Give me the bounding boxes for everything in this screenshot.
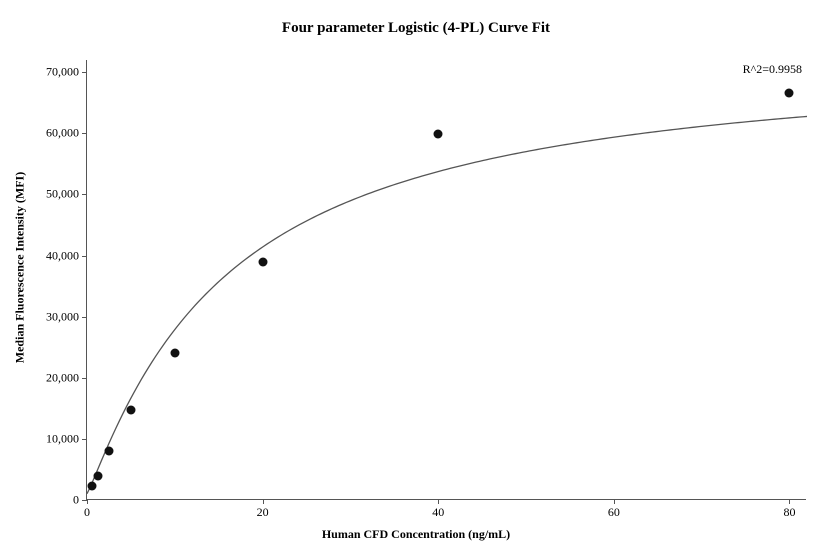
y-tick-mark [82,317,87,318]
y-tick-mark [82,378,87,379]
y-tick-mark [82,133,87,134]
plot-area: R^2=0.9958 010,00020,00030,00040,00050,0… [86,60,806,500]
x-tick-mark [438,499,439,504]
y-tick-mark [82,439,87,440]
data-point [88,482,97,491]
fit-curve-path [87,116,807,493]
y-tick-label: 30,000 [46,309,87,324]
data-point [258,257,267,266]
y-tick-label: 50,000 [46,187,87,202]
data-point [94,472,103,481]
y-axis-label: Median Fluorescence Intensity (MFI) [13,48,28,488]
r-squared-annotation: R^2=0.9958 [743,62,802,77]
y-tick-label: 10,000 [46,431,87,446]
chart-container: Four parameter Logistic (4-PL) Curve Fit… [0,0,832,560]
x-tick-mark [263,499,264,504]
chart-title: Four parameter Logistic (4-PL) Curve Fit [0,20,832,37]
x-tick-mark [789,499,790,504]
y-tick-label: 70,000 [46,65,87,80]
y-tick-mark [82,72,87,73]
x-axis-label: Human CFD Concentration (ng/mL) [0,527,832,542]
data-point [785,88,794,97]
y-tick-label: 20,000 [46,370,87,385]
x-tick-mark [614,499,615,504]
data-point [434,129,443,138]
data-point [104,447,113,456]
x-tick-mark [87,499,88,504]
y-tick-mark [82,194,87,195]
y-tick-label: 60,000 [46,126,87,141]
fit-curve [87,60,807,500]
data-point [170,348,179,357]
y-tick-label: 40,000 [46,248,87,263]
y-tick-mark [82,256,87,257]
data-point [126,405,135,414]
